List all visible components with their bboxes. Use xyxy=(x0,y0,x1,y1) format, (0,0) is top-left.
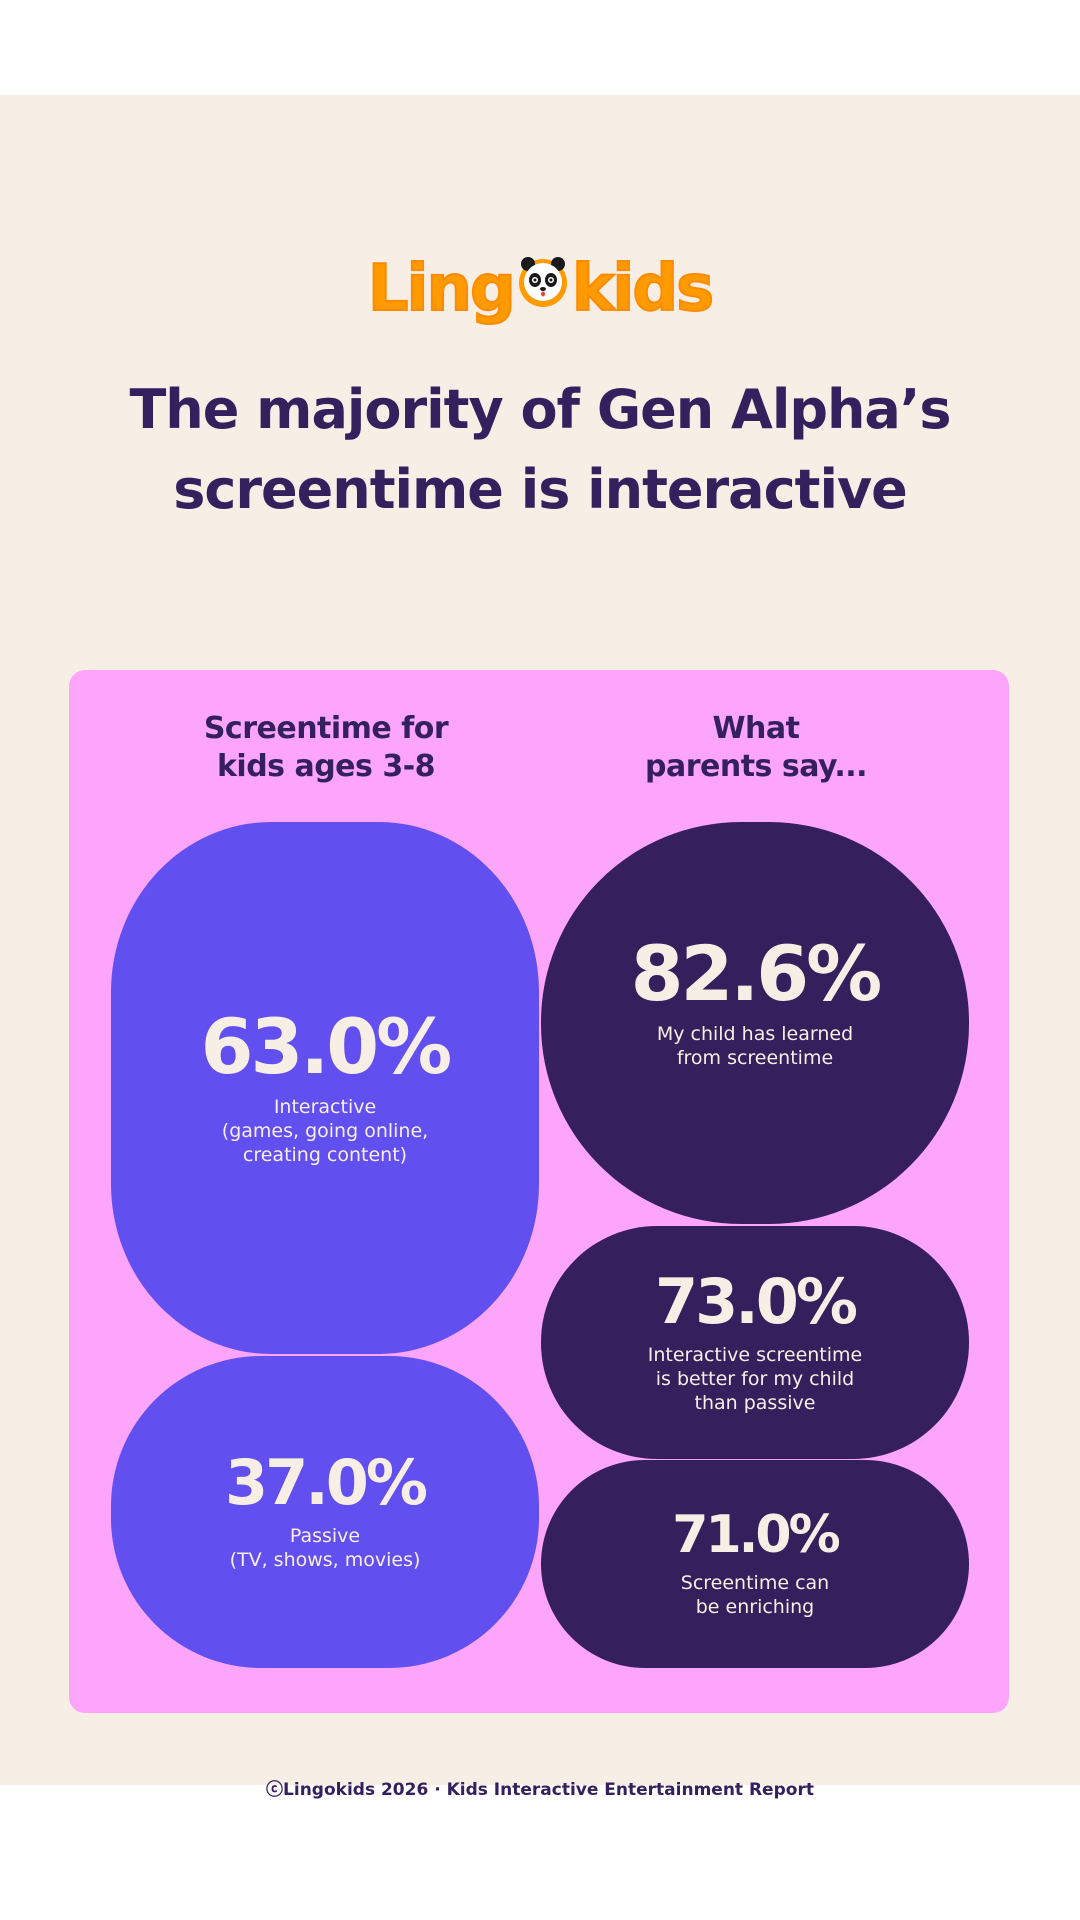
stat-label-line: Screentime can xyxy=(680,1572,830,1594)
headline-line-1: The majority of Gen Alpha’s xyxy=(129,378,951,441)
left-column-heading: Screentime for kids ages 3-8 xyxy=(111,710,541,786)
stat-label: Interactive screentime is better for my … xyxy=(648,1343,862,1415)
stat-label-line: than passive xyxy=(694,1391,816,1414)
stat-label-line: from screentime xyxy=(676,1047,834,1069)
headline: The majority of Gen Alpha’s screentime i… xyxy=(60,370,1020,530)
stat-label: Screentime can be enriching xyxy=(681,1571,829,1619)
logo-text-left: Ling xyxy=(367,251,517,327)
stat-label: Interactive (games, going online, creati… xyxy=(222,1095,428,1167)
stat-interactive: 63.0% Interactive (games, going online, … xyxy=(111,822,539,1354)
stat-enriching: 71.0% Screentime can be enriching xyxy=(541,1460,969,1668)
stat-label-line: Passive xyxy=(289,1525,361,1547)
stat-better: 73.0% Interactive screentime is better f… xyxy=(541,1226,969,1459)
right-heading-line-1: What xyxy=(712,711,800,746)
left-heading-line-1: Screentime for xyxy=(203,711,449,746)
left-heading-line-2: kids ages 3-8 xyxy=(216,749,436,784)
stat-learned: 82.6% My child has learned from screenti… xyxy=(541,822,969,1224)
headline-line-2: screentime is interactive xyxy=(173,458,908,521)
infographic: Ling kids The majority of Gen Alpha’s sc… xyxy=(0,95,1080,1800)
stat-label-line: is better for my child xyxy=(655,1367,855,1390)
stat-value: 82.6% xyxy=(630,929,883,1018)
stat-label-line: creating content) xyxy=(242,1144,408,1166)
stat-label-line: Interactive screentime xyxy=(647,1343,863,1366)
stat-label-line: (games, going online, xyxy=(221,1120,429,1142)
stats-panel: Screentime for kids ages 3-8 What parent… xyxy=(69,670,1009,1713)
stat-label: My child has learned from screentime xyxy=(657,1022,853,1070)
stat-value: 63.0% xyxy=(200,1002,453,1091)
stat-label-line: be enriching xyxy=(695,1596,815,1618)
stat-value: 71.0% xyxy=(672,1505,840,1565)
stat-label: Passive (TV, shows, movies) xyxy=(230,1524,421,1572)
lingokids-logo: Ling kids xyxy=(0,249,1080,329)
footer-credit: ⓒLingokids 2026 · Kids Interactive Enter… xyxy=(266,1780,814,1800)
logo-text-right: kids xyxy=(571,251,715,327)
stat-passive: 37.0% Passive (TV, shows, movies) xyxy=(111,1356,539,1668)
stat-label-line: Interactive xyxy=(273,1096,377,1118)
right-column-heading: What parents say... xyxy=(541,710,971,786)
stat-label-line: My child has learned xyxy=(656,1023,854,1045)
stat-label-line: (TV, shows, movies) xyxy=(229,1549,421,1571)
stat-value: 73.0% xyxy=(654,1264,858,1338)
panda-icon xyxy=(516,247,570,327)
stat-value: 37.0% xyxy=(224,1446,428,1519)
right-heading-line-2: parents say... xyxy=(644,749,868,784)
